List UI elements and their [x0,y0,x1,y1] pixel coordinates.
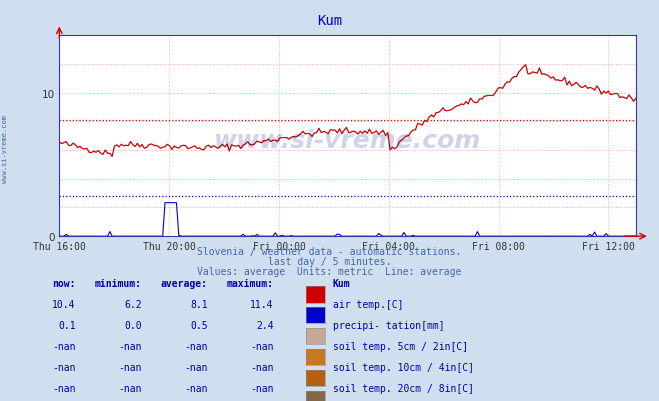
Text: www.si-vreme.com: www.si-vreme.com [214,128,481,152]
Text: Kum: Kum [317,14,342,28]
Text: now:: now: [52,279,76,289]
Text: www.si-vreme.com: www.si-vreme.com [2,114,9,182]
Text: -nan: -nan [250,341,273,351]
Text: last day / 5 minutes.: last day / 5 minutes. [268,257,391,267]
Text: minimum:: minimum: [95,279,142,289]
Text: -nan: -nan [250,383,273,393]
Text: 10.4: 10.4 [52,300,76,310]
Text: 0.5: 0.5 [190,320,208,330]
Text: air temp.[C]: air temp.[C] [333,300,403,310]
Text: -nan: -nan [184,341,208,351]
Text: -nan: -nan [184,362,208,372]
Text: -nan: -nan [52,341,76,351]
Text: -nan: -nan [52,362,76,372]
Text: Values: average  Units: metric  Line: average: Values: average Units: metric Line: aver… [197,267,462,277]
Text: 0.1: 0.1 [58,320,76,330]
Text: -nan: -nan [118,341,142,351]
Text: -nan: -nan [52,383,76,393]
Text: 11.4: 11.4 [250,300,273,310]
Text: -nan: -nan [118,383,142,393]
Text: 6.2: 6.2 [124,300,142,310]
Text: maximum:: maximum: [227,279,273,289]
Text: 0.0: 0.0 [124,320,142,330]
Text: -nan: -nan [118,362,142,372]
Text: soil temp. 5cm / 2in[C]: soil temp. 5cm / 2in[C] [333,341,468,351]
Text: -nan: -nan [250,362,273,372]
Text: soil temp. 20cm / 8in[C]: soil temp. 20cm / 8in[C] [333,383,474,393]
Text: 8.1: 8.1 [190,300,208,310]
Text: 2.4: 2.4 [256,320,273,330]
Text: Kum: Kum [333,279,351,289]
Text: Slovenia / weather data - automatic stations.: Slovenia / weather data - automatic stat… [197,247,462,257]
Text: -nan: -nan [184,383,208,393]
Text: precipi- tation[mm]: precipi- tation[mm] [333,320,444,330]
Text: soil temp. 10cm / 4in[C]: soil temp. 10cm / 4in[C] [333,362,474,372]
Text: average:: average: [161,279,208,289]
